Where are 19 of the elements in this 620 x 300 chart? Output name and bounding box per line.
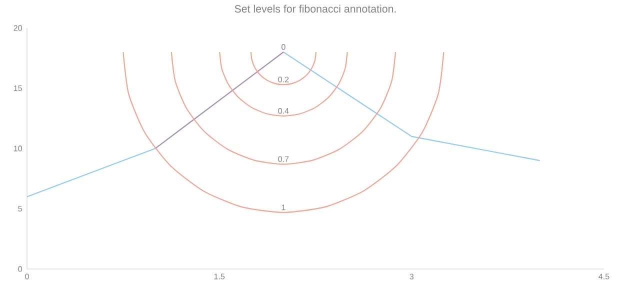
chart-title: Set levels for fibonacci annotation. (234, 4, 396, 13)
y-tick-label: 20 (14, 25, 22, 31)
annotation: 0 (282, 44, 286, 50)
y-tick-label: 15 (14, 85, 22, 92)
x-tick-label: 1.5 (214, 274, 225, 280)
line-series (250, 52, 317, 86)
line-series (170, 52, 396, 165)
y-tick-label: 10 (14, 146, 22, 152)
x-tick-label: 4.5 (598, 274, 610, 280)
annotation: 0.2 (278, 76, 289, 82)
line-series (219, 52, 348, 116)
line-series (122, 52, 444, 213)
annotation: 0.7 (278, 156, 289, 162)
x-tick-label: 0 (25, 274, 29, 280)
y-tick-label: 5 (18, 206, 22, 212)
annotation: 0.4 (278, 108, 289, 114)
y-tick-label: 0 (18, 266, 22, 272)
x-tick-label: 3 (410, 274, 414, 280)
annotation: 1 (282, 204, 286, 210)
